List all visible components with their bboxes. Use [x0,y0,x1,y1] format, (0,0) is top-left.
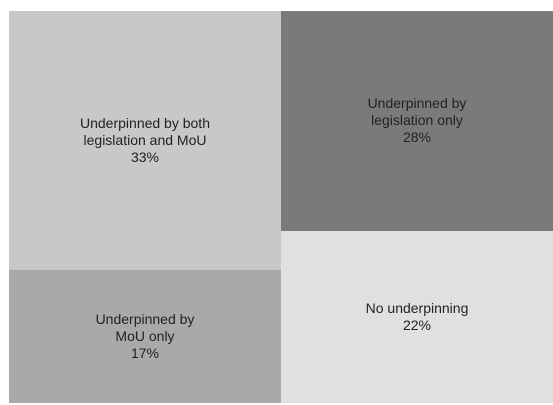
tile-label: No underpinning 22% [358,300,476,334]
value-label: 28% [402,129,432,146]
category-label: Underpinned by legislation only [367,95,467,129]
tile: Underpinned by MoU only 17% [9,269,281,403]
tile-label: Underpinned by legislation only 28% [358,95,476,146]
tile: No underpinning 22% [281,230,553,403]
tile-label: Underpinned by both legislation and MoU 3… [63,115,228,166]
tile: Underpinned by legislation only 28% [281,11,553,231]
tile-label: Underpinned by MoU only 17% [86,311,204,362]
value-label: 22% [402,316,432,333]
value-label: 33% [130,148,160,165]
category-label: Underpinned by both legislation and MoU [80,114,210,148]
category-label: No underpinning [365,299,469,316]
category-label: Underpinned by MoU only [95,310,195,344]
value-label: 17% [130,344,160,361]
tile: Underpinned by both legislation and MoU 3… [9,11,281,270]
